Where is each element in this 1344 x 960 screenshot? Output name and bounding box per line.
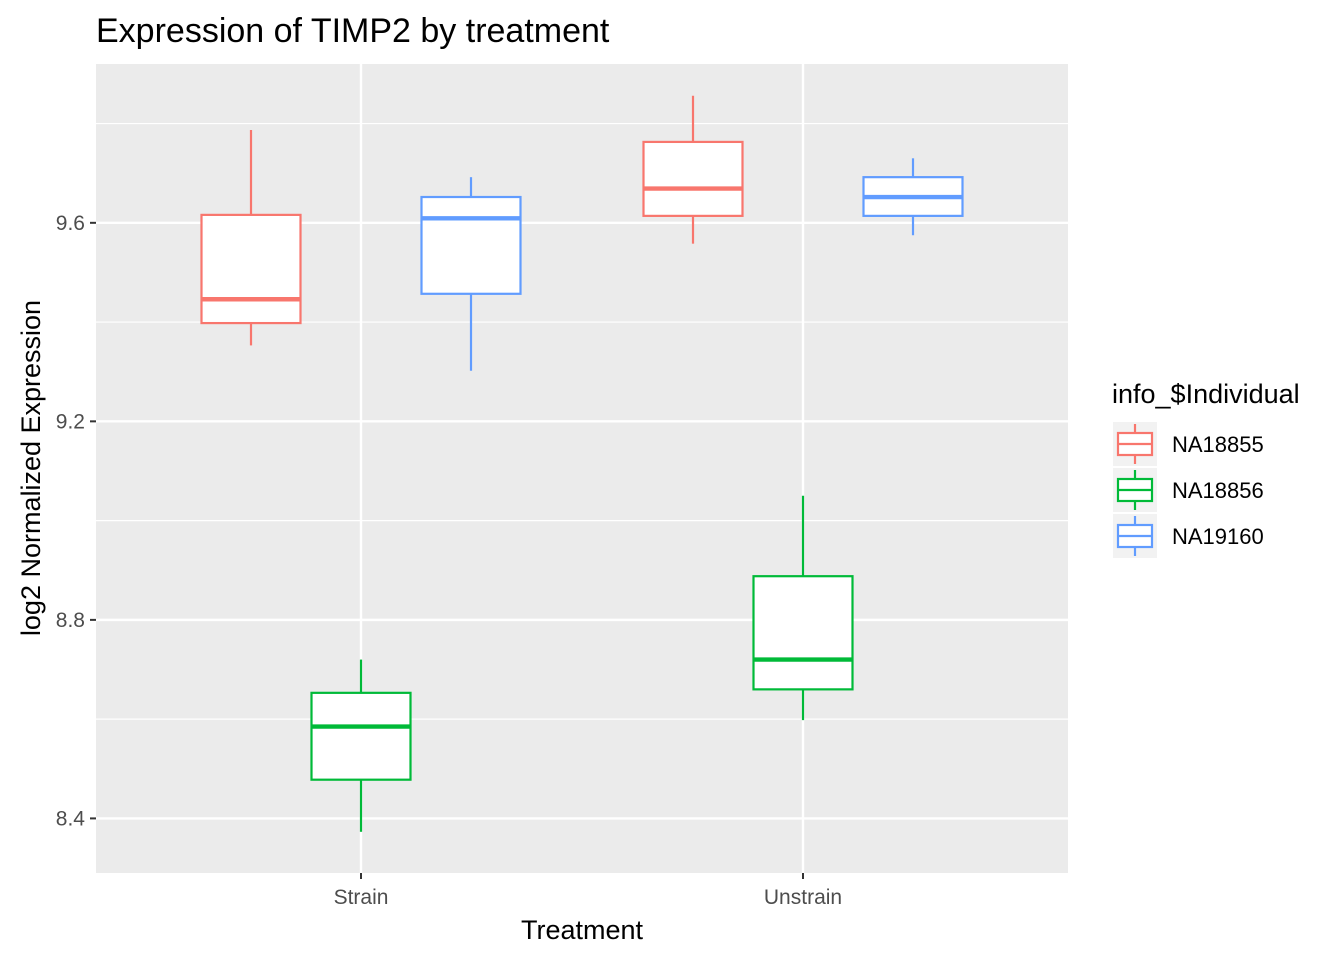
y-tick-label: 9.2 [56, 410, 85, 433]
x-tick-label: Strain [334, 886, 389, 909]
y-tick-label: 8.4 [56, 807, 86, 830]
box [310, 691, 412, 781]
x-axis: Strain Unstrain [334, 873, 842, 909]
boxplot-NA19160-Unstrain [862, 158, 964, 236]
legend-title: info_$Individual [1112, 379, 1300, 409]
boxplot-NA18855-Strain [200, 130, 302, 346]
x-tick-label: Unstrain [764, 886, 842, 909]
box [200, 213, 302, 325]
legend: info_$Individual NA18855 NA18856 NA19160 [1112, 379, 1300, 558]
box [420, 195, 522, 295]
legend-item-NA19160: NA19160 [1113, 514, 1264, 558]
y-axis: 8.4 8.8 9.2 9.6 [56, 212, 96, 830]
box [642, 140, 744, 217]
boxplot-NA18856-Strain [310, 659, 412, 832]
chart-title: Expression of TIMP2 by treatment [96, 12, 610, 50]
legend-label: NA18856 [1172, 478, 1264, 503]
x-axis-title: Treatment [521, 915, 644, 945]
legend-label: NA19160 [1172, 524, 1264, 549]
legend-item-NA18856: NA18856 [1113, 468, 1264, 512]
y-axis-title: log2 Normalized Expression [16, 300, 46, 636]
legend-item-NA18855: NA18855 [1113, 422, 1264, 466]
y-tick-label: 8.8 [56, 609, 85, 632]
boxplot-NA18856-Unstrain [752, 495, 854, 721]
boxplots [200, 95, 964, 832]
box [752, 575, 854, 691]
boxplot-NA18855-Unstrain [642, 95, 744, 244]
boxplot-NA19160-Strain [420, 177, 522, 371]
legend-label: NA18855 [1172, 432, 1264, 457]
y-tick-label: 9.6 [56, 212, 85, 235]
